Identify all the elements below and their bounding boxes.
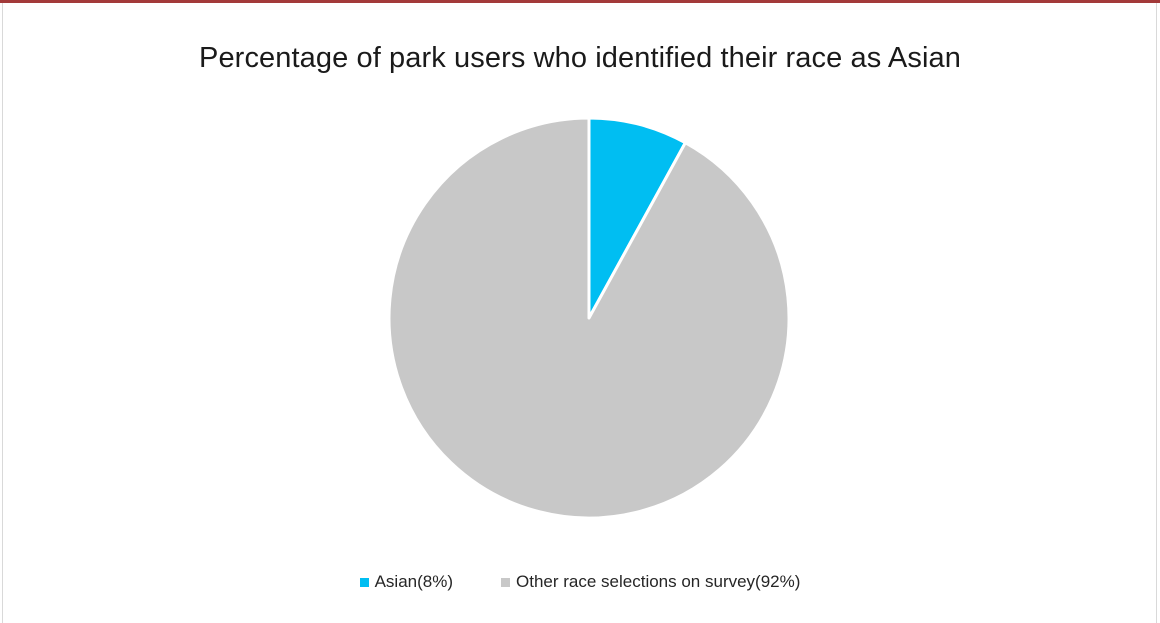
pie-slice-asian — [587, 116, 687, 320]
legend-label-other: Other race selections on survey(92%) — [516, 572, 801, 591]
pie-slices — [387, 116, 791, 520]
legend: Asian(8%) Other race selections on surve… — [0, 572, 1160, 592]
legend-label-asian: Asian(8%) — [374, 572, 453, 591]
legend-item-other: Other race selections on survey(92%) — [501, 572, 800, 592]
chart-title: Percentage of park users who identified … — [199, 42, 961, 74]
legend-swatch-other — [501, 577, 510, 587]
legend-swatch-asian — [359, 577, 369, 587]
top-accent-bar — [0, 0, 1160, 3]
legend-item-asian: Asian(8%) — [359, 572, 453, 592]
pie-slice-other — [387, 116, 791, 520]
